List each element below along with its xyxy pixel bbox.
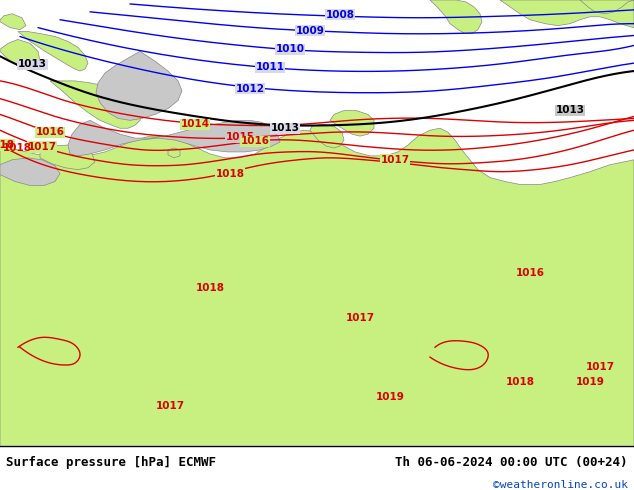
Text: 1017: 1017 bbox=[155, 401, 184, 412]
Text: Th 06-06-2024 00:00 UTC (00+24): Th 06-06-2024 00:00 UTC (00+24) bbox=[395, 456, 628, 469]
Polygon shape bbox=[168, 148, 180, 158]
Polygon shape bbox=[430, 0, 482, 33]
Text: 1015: 1015 bbox=[226, 132, 254, 142]
Text: 1017: 1017 bbox=[346, 313, 375, 322]
Text: ©weatheronline.co.uk: ©weatheronline.co.uk bbox=[493, 480, 628, 490]
Text: 1018: 1018 bbox=[195, 283, 224, 293]
Text: 1017: 1017 bbox=[585, 362, 614, 372]
Polygon shape bbox=[18, 31, 88, 71]
Polygon shape bbox=[0, 14, 26, 29]
Text: 1010: 1010 bbox=[276, 44, 304, 54]
Polygon shape bbox=[580, 0, 634, 14]
Text: 1016: 1016 bbox=[515, 268, 545, 278]
Polygon shape bbox=[0, 40, 40, 69]
Text: 1013: 1013 bbox=[555, 105, 585, 116]
Text: 1011: 1011 bbox=[256, 62, 285, 72]
Polygon shape bbox=[330, 110, 374, 136]
Polygon shape bbox=[0, 128, 634, 446]
Text: 1017: 1017 bbox=[27, 142, 56, 152]
Text: 1016: 1016 bbox=[240, 136, 269, 146]
Text: 1019: 1019 bbox=[576, 377, 604, 387]
Text: 1018: 1018 bbox=[505, 377, 534, 387]
Polygon shape bbox=[96, 51, 182, 121]
Text: 1012: 1012 bbox=[235, 84, 264, 94]
Text: 1017: 1017 bbox=[380, 155, 410, 165]
Polygon shape bbox=[50, 81, 142, 128]
Text: 1018: 1018 bbox=[0, 140, 15, 150]
Text: 1013: 1013 bbox=[18, 59, 47, 69]
Polygon shape bbox=[310, 124, 344, 148]
Text: Surface pressure [hPa] ECMWF: Surface pressure [hPa] ECMWF bbox=[6, 456, 216, 469]
Text: 1014: 1014 bbox=[181, 119, 210, 129]
Polygon shape bbox=[0, 158, 60, 185]
Polygon shape bbox=[40, 145, 95, 170]
Text: 1008: 1008 bbox=[325, 10, 354, 20]
Text: 1016: 1016 bbox=[36, 127, 65, 137]
Text: 1018: 1018 bbox=[216, 169, 245, 179]
Text: 1013: 1013 bbox=[271, 123, 299, 133]
Text: 1018: 1018 bbox=[3, 143, 32, 153]
Polygon shape bbox=[68, 121, 280, 156]
Text: 1019: 1019 bbox=[375, 392, 404, 402]
Text: 1009: 1009 bbox=[295, 25, 325, 36]
Polygon shape bbox=[500, 0, 634, 27]
